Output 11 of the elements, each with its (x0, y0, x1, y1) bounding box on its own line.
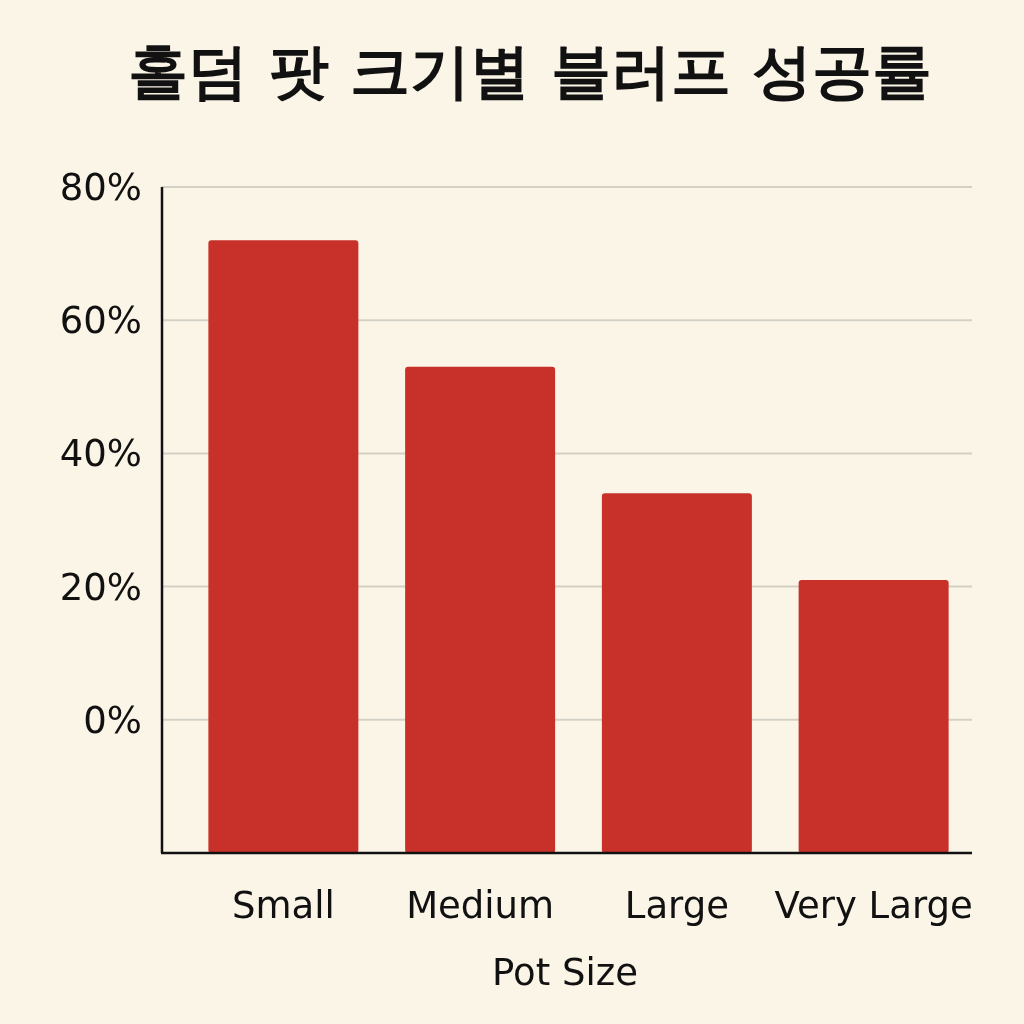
y-tick-label: 40% (59, 432, 142, 476)
y-tick-label: 80% (59, 166, 142, 209)
x-tick-label: Medium (406, 884, 555, 927)
x-tick-label: Large (624, 884, 729, 927)
chart-title: 홀덤 팟 크기별 블러프 성공률 (128, 36, 932, 106)
y-tick-label: 20% (59, 565, 142, 609)
y-tick-label: 0% (83, 698, 142, 742)
y-tick-label: 60% (59, 299, 142, 343)
x-tick-label: Small (231, 884, 335, 927)
x-tick-label: Very Large (774, 884, 973, 927)
x-axis-title: Pot Size (492, 951, 638, 994)
